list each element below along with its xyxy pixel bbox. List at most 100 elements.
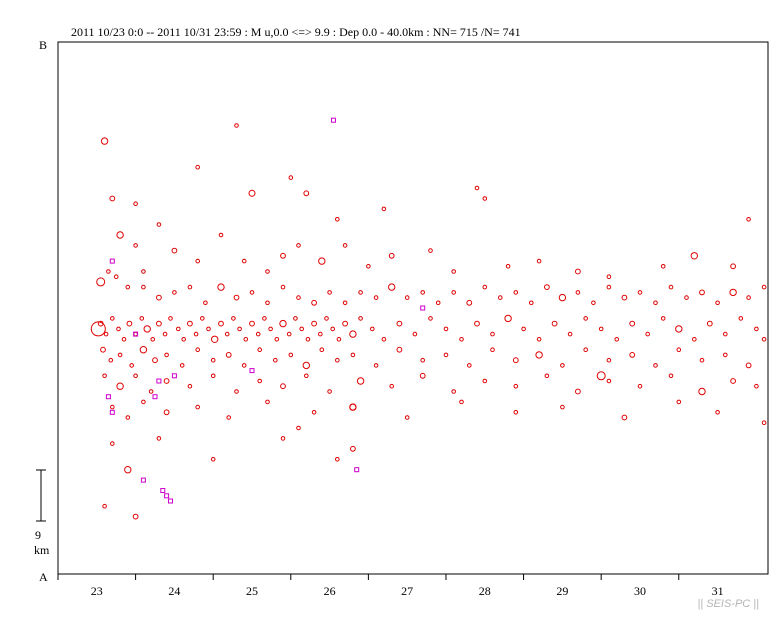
event-marker bbox=[358, 290, 363, 295]
event-marker bbox=[558, 293, 567, 302]
event-marker bbox=[536, 258, 542, 264]
event-marker bbox=[280, 383, 286, 390]
event-marker-large bbox=[248, 189, 256, 197]
event-marker bbox=[373, 295, 379, 300]
event-marker bbox=[116, 231, 124, 239]
event-marker bbox=[451, 269, 457, 274]
event-marker bbox=[179, 363, 185, 368]
event-marker bbox=[761, 337, 767, 342]
event-marker bbox=[210, 457, 216, 462]
event-marker-highlight bbox=[168, 498, 173, 504]
x-axis: 23 24 25 26 27 28 29 30 31 bbox=[57, 574, 724, 598]
event-marker bbox=[706, 320, 713, 327]
chart-header: 2011 10/23 0:0 -- 2011 10/31 23:59 : M u… bbox=[71, 25, 521, 39]
event-marker bbox=[412, 331, 418, 337]
event-marker bbox=[156, 222, 162, 227]
event-marker bbox=[676, 399, 682, 405]
x-tick-label: 25 bbox=[246, 584, 258, 598]
event-marker bbox=[150, 337, 155, 342]
event-marker bbox=[117, 352, 123, 358]
event-marker bbox=[108, 357, 114, 363]
event-marker bbox=[133, 243, 138, 248]
event-marker bbox=[100, 346, 106, 353]
event-marker bbox=[560, 404, 565, 410]
event-marker bbox=[133, 201, 138, 206]
event-marker bbox=[262, 316, 267, 321]
event-marker-highlight bbox=[249, 368, 255, 374]
x-tick-label: 31 bbox=[712, 584, 724, 598]
event-marker bbox=[335, 217, 340, 222]
event-marker bbox=[273, 357, 278, 363]
event-marker bbox=[187, 284, 193, 290]
event-marker bbox=[126, 320, 133, 327]
event-marker bbox=[754, 326, 759, 332]
event-marker bbox=[299, 326, 305, 332]
event-marker bbox=[330, 326, 336, 332]
event-marker bbox=[336, 337, 342, 342]
x-tick-label: 30 bbox=[634, 584, 646, 598]
event-marker bbox=[211, 335, 219, 343]
event-marker-highlight bbox=[109, 258, 115, 264]
event-marker bbox=[203, 300, 208, 306]
event-marker bbox=[482, 284, 488, 290]
event-marker bbox=[419, 372, 426, 379]
event-marker bbox=[373, 363, 379, 368]
event-marker bbox=[699, 289, 705, 296]
event-marker bbox=[723, 352, 728, 358]
event-marker bbox=[102, 373, 107, 379]
event-marker bbox=[428, 316, 433, 321]
event-marker bbox=[443, 352, 449, 358]
scale-bar bbox=[36, 469, 46, 522]
event-marker bbox=[171, 247, 178, 254]
event-marker bbox=[505, 264, 511, 269]
event-marker bbox=[103, 331, 109, 337]
event-marker bbox=[156, 294, 162, 301]
event-marker bbox=[490, 347, 495, 353]
event-marker bbox=[420, 357, 426, 363]
event-marker bbox=[396, 320, 403, 327]
event-marker bbox=[521, 326, 526, 332]
event-marker bbox=[746, 295, 751, 300]
event-marker bbox=[621, 414, 628, 421]
event-marker bbox=[459, 399, 464, 405]
event-marker bbox=[125, 284, 131, 290]
event-marker bbox=[498, 295, 503, 300]
event-marker bbox=[280, 284, 286, 290]
event-marker bbox=[257, 378, 263, 384]
event-marker bbox=[274, 337, 280, 342]
event-marker bbox=[296, 425, 301, 431]
event-marker bbox=[350, 445, 356, 452]
event-marker bbox=[206, 326, 211, 332]
event-marker bbox=[280, 436, 286, 441]
event-marker bbox=[335, 457, 340, 462]
event-marker bbox=[234, 123, 239, 128]
event-marker bbox=[243, 337, 249, 342]
event-marker bbox=[302, 361, 310, 370]
event-marker bbox=[575, 388, 581, 395]
event-marker bbox=[195, 404, 200, 410]
event-marker bbox=[133, 373, 138, 379]
event-marker bbox=[366, 264, 371, 269]
event-marker bbox=[268, 326, 273, 332]
event-marker bbox=[109, 195, 116, 202]
event-marker bbox=[129, 363, 134, 368]
event-marker bbox=[466, 299, 473, 306]
event-marker bbox=[187, 320, 193, 327]
event-marker bbox=[265, 300, 270, 306]
event-marker bbox=[668, 373, 674, 379]
event-marker bbox=[653, 363, 658, 368]
event-marker bbox=[139, 346, 148, 354]
x-tick-label: 24 bbox=[168, 584, 180, 598]
event-marker bbox=[231, 316, 236, 321]
x-tick-label: 29 bbox=[556, 584, 568, 598]
event-marker bbox=[193, 331, 199, 337]
event-marker bbox=[350, 352, 356, 358]
event-marker bbox=[675, 325, 683, 333]
event-marker bbox=[606, 274, 612, 280]
event-marker bbox=[668, 284, 674, 290]
event-marker bbox=[327, 389, 332, 394]
event-marker bbox=[172, 290, 177, 295]
event-marker bbox=[210, 373, 216, 379]
event-marker bbox=[729, 288, 737, 297]
